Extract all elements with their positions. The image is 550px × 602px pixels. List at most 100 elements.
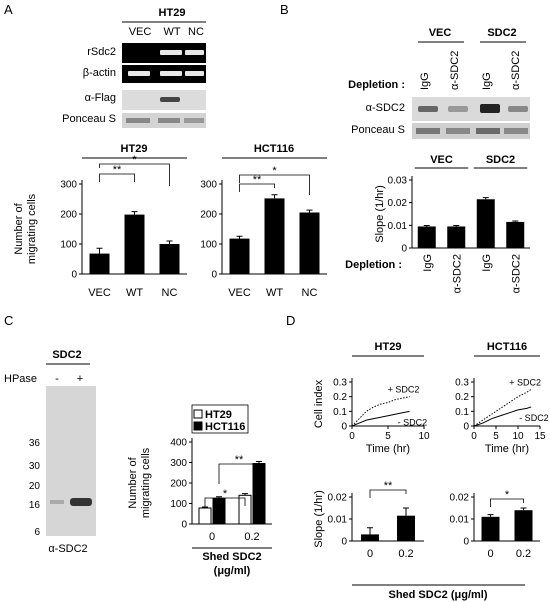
d-hct116-slope-sig-0-bracket [490,498,524,507]
d-hct116-slope-bar-0 [481,516,500,541]
blot-c-title: SDC2 [52,349,81,361]
c-migration-bar-1-0 [212,497,226,525]
c-migration-sig-1-bracket [218,463,260,484]
blot-c-treatment-label: HPase [4,373,37,385]
d-hct116-index-xtick-label-1: 5 [493,431,499,442]
chart-d-ht29-slope: 0 0.01 0.02 0 0.2 Slope (1/hr) ** [313,480,424,560]
c-migration-ytick-label-4: 400 [170,438,187,449]
c-migration-ytick-label-2: 200 [170,479,187,490]
a-ht29-title: HT29 [121,143,148,155]
blot-b-lane-1: IgG [419,72,431,90]
c-migration-ytick-label-0: 0 [181,520,187,531]
blot-a-row-rsdc2: rSdc2 [87,46,116,58]
a-ht29-sig-1-star: * [132,154,137,166]
a-ht29-ytick-label-0: 0 [71,270,77,281]
a-hct116-ytick-label-1: 100 [200,240,217,251]
a-ht29-bar-0 [89,253,110,274]
a-ht29-err-2 [166,240,173,244]
blot-b-row-sdc2: α-SDC2 [366,102,405,114]
b-slope-ytick-label-3: 0.03 [388,176,408,187]
d-ht29-index-series-label-1: - SDC2 [398,417,428,427]
c-migration-xlabel-0: Shed SDC2 [202,551,261,563]
marker-36: 36 [29,438,41,449]
d-hct116-slope-cat-1: 0.2 [516,548,531,560]
d-ht29-slope-cat-0: 0 [367,548,373,560]
d-hct116-slope-ytick-label-2: 0.02 [450,493,470,504]
b-slope-depletion-label: Depletion : [345,259,402,271]
d-ht29-slope-ylabel: Slope (1/hr) [313,490,325,547]
chart-a-ht29: 0 100 200 300 HT29 VEC WT NC Number ofmigrating … [13,143,187,299]
blot-c-minus: - [55,373,59,385]
blot-c-plus: + [77,373,83,385]
blot-a-lane-nc: NC [188,26,204,38]
d-ht29-slope-ytick-label-0: 0 [341,537,347,548]
a-hct116-cat-2: NC [302,287,318,299]
d-hct116-index-ytick-label-0: 0 [463,422,469,433]
a-hct116-bar-1 [264,198,285,274]
a-ht29-cat-2: NC [162,287,178,299]
b-slope-err-0 [423,225,430,227]
d-ht29-index-ytick-label-0: 0 [341,422,347,433]
d-hct116-slope-ytick-label-1: 0.01 [450,515,470,526]
blot-a-row-flag: α-Flag [85,92,116,104]
d-ht29-slope-bar-1 [397,515,415,541]
blot-b-depletion-label: Depletion : [348,79,405,91]
a-ht29-cat-1: WT [126,287,143,299]
d-hct116-slope-sig-0-star: * [505,489,510,501]
b-slope-cat-2: IgG [481,254,493,272]
panel-d-footer: Shed SDC2 (μg/ml) [388,589,487,601]
chart-d-ht29-index: 0 0.1 0.2 0.3 HT29 Cell index 0 5 10 Time (hr) + S… [313,341,430,455]
d-hct116-index-series-label-1: - SDC2 [519,413,549,423]
d-ht29-index-xtick-label-0: 0 [349,431,355,442]
b-slope-bar-3 [506,221,525,248]
d-ht29-index-series-label-0: + SDC2 [388,385,420,395]
blot-b-group-sdc2: SDC2 [487,27,516,39]
d-hct116-index-xlabel: Time (hr) [485,443,529,455]
c-migration-err-1-1 [256,460,262,464]
b-slope-err-1 [453,225,460,227]
d-ht29-index-series-0 [351,396,410,427]
panel-letter-a: A [4,2,13,17]
d-hct116-index-title: HCT116 [487,341,527,353]
b-slope-ylabel: Slope (1/hr) [374,185,386,242]
d-hct116-slope-ytick-label-0: 0 [463,537,469,548]
d-hct116-slope-cat-0: 0 [487,548,493,560]
a-hct116-sig-1-bracket [239,174,310,195]
c-migration-sig-0-star: * [223,488,228,500]
d-ht29-index-xtick-label-2: 10 [418,431,430,442]
d-ht29-index-xlabel: Time (hr) [366,443,410,455]
marker-20: 20 [29,481,41,492]
a-hct116-sig-0-bracket [239,183,275,192]
blot-b-ponceau [412,123,530,139]
b-slope-cat-1: α-SDC2 [451,254,463,293]
a-ht29-sig-1-bracket [99,163,170,186]
blot-c-footer: α-SDC2 [48,543,87,555]
d-hct116-index-series-label-0: + SDC2 [509,377,541,387]
d-ht29-slope-ytick-label-1: 0.01 [328,515,348,526]
b-slope-bar-1 [447,226,466,248]
b-slope-group-1: SDC2 [486,154,515,166]
blot-a-row-actin: β-actin [83,67,116,79]
d-ht29-slope-sig-0-bracket [369,489,407,498]
panel-letter-c: C [4,313,13,328]
blot-a-lane-wt: WT [163,26,180,38]
a-hct116-err-2 [306,209,313,213]
c-migration-legend-swatch-0 [193,409,203,419]
chart-d-hct116-index: 0 0.1 0.2 0.3 HCT116 0 5 10 15 Time (hr) + SDC2 - S… [455,341,549,455]
d-ht29-slope-ylabel-line-0: Slope (1/hr) [313,490,325,547]
d-ht29-slope-err-0 [367,527,373,535]
c-migration-sig-1-star: ** [235,454,244,466]
d-ht29-slope-ytick-label-2: 0.02 [328,493,348,504]
marker-16: 16 [29,500,41,511]
c-migration-ylabel: Number ofmigrating cells [127,447,152,518]
a-ht29-bar-1 [124,214,145,274]
c-migration-err-0-1 [242,493,248,496]
d-ht29-index-series-1 [351,410,410,427]
d-hct116-index-ytick-label-1: 0.1 [455,407,469,418]
d-ht29-index-ylabel-line-0: Cell index [313,379,325,428]
blot-b-lane-3: IgG [481,72,493,90]
a-ht29-ytick-label-3: 300 [60,180,77,191]
a-ht29-err-1 [131,211,138,215]
